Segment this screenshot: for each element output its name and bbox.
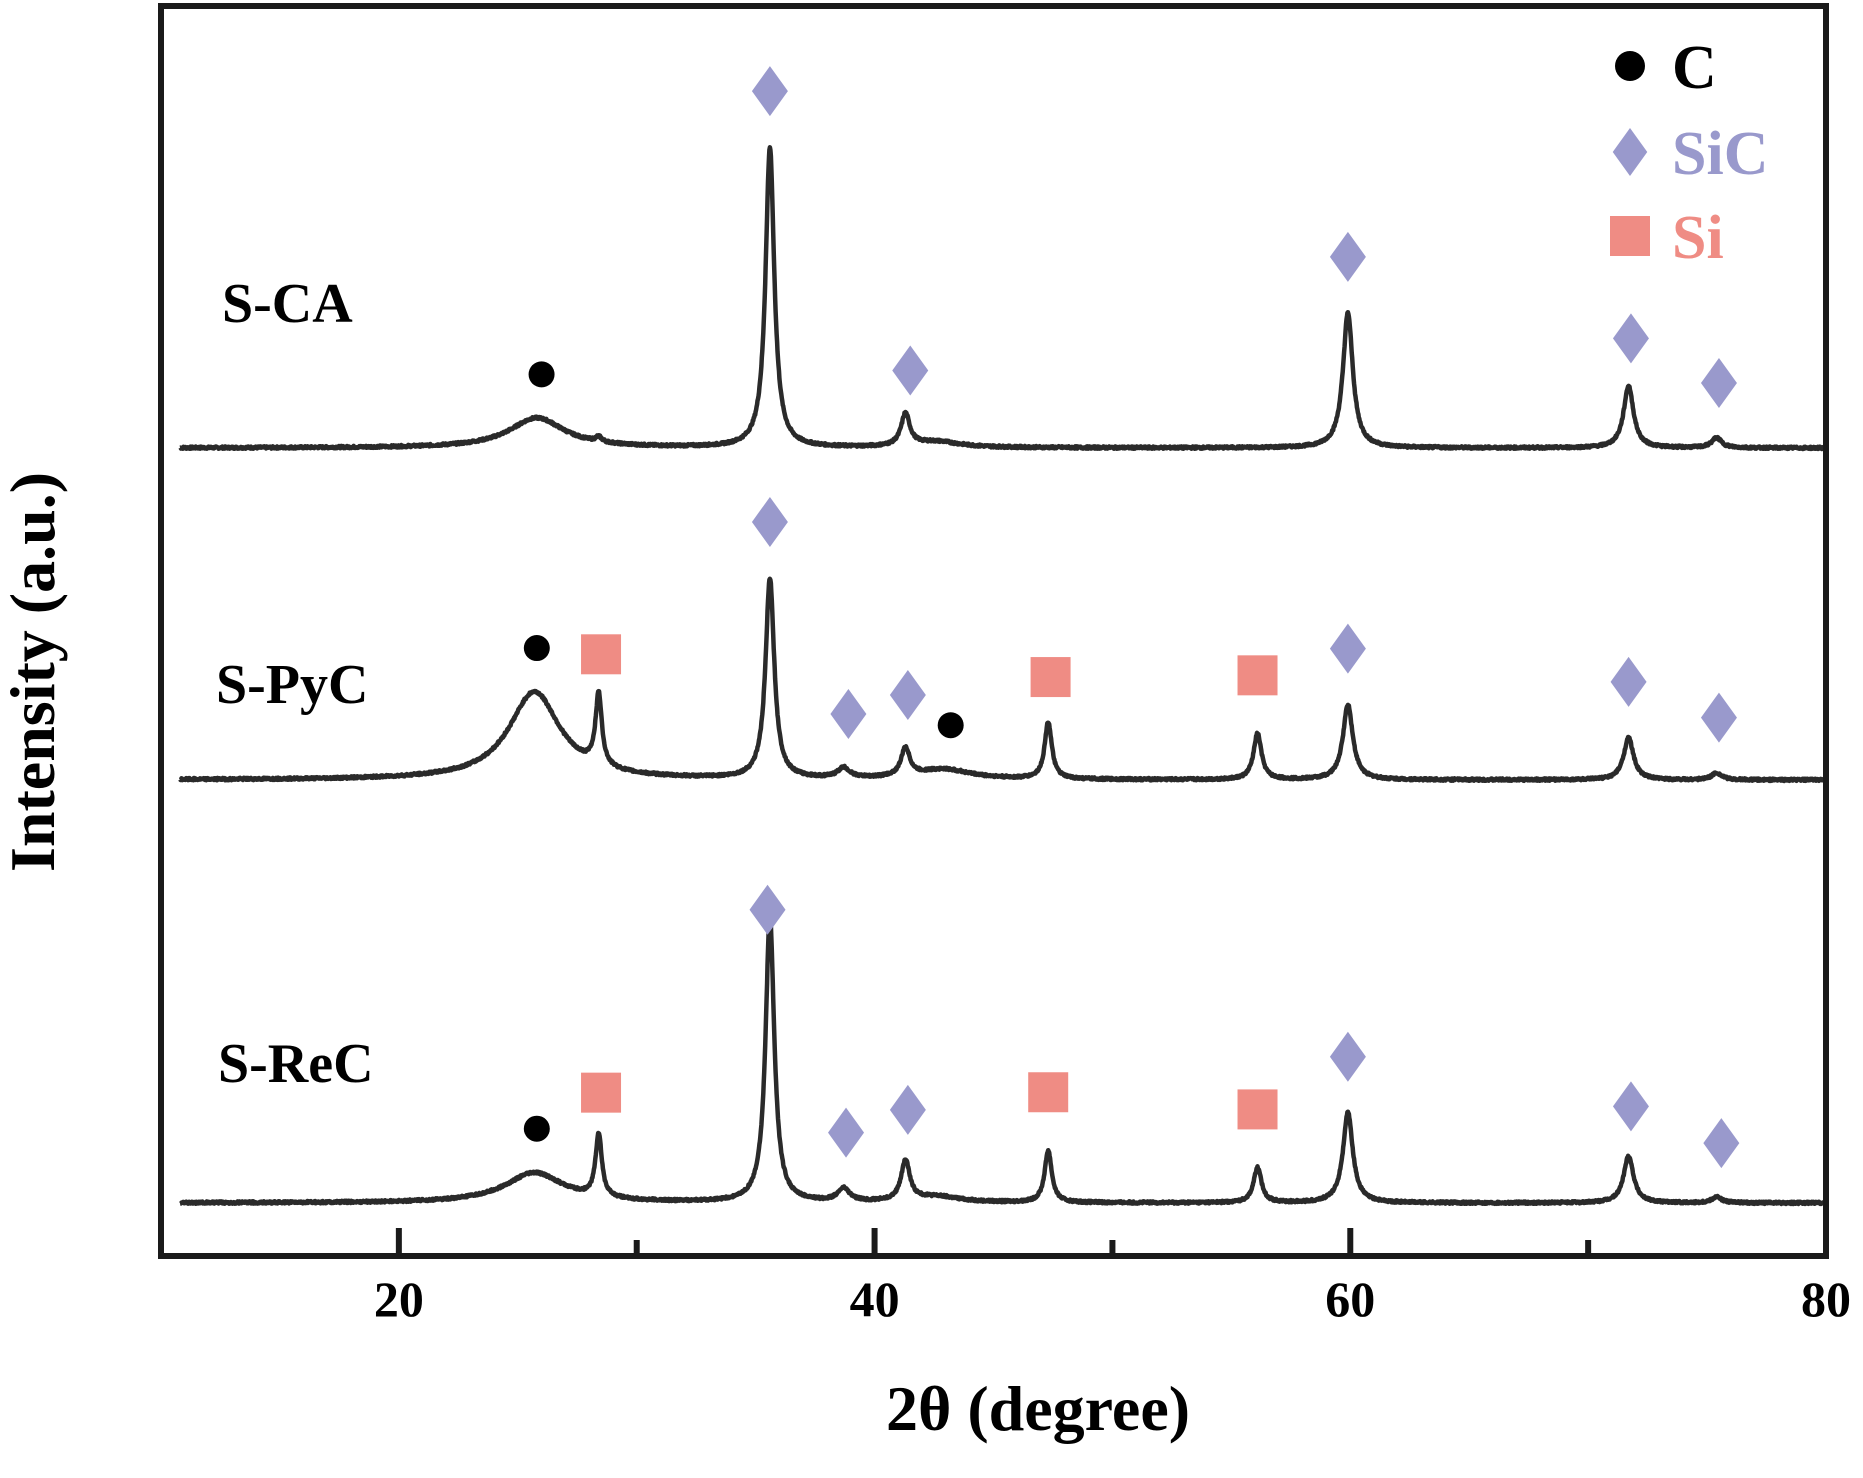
phase-marker-sic-s-pyc [1329, 623, 1366, 674]
plot-frame [158, 3, 1829, 1259]
phase-marker-sic-s-rec [889, 1084, 926, 1135]
phase-marker-c-s-pyc [937, 712, 964, 739]
legend-marker-si [1610, 216, 1650, 256]
x-axis-ticks [395, 1228, 1829, 1256]
phase-marker-sic-s-pyc [1700, 692, 1737, 743]
pattern-line-s-pyc [178, 576, 1828, 784]
phase-marker-sic-s-pyc [1610, 656, 1647, 707]
phase-marker-c-s-rec [523, 1115, 550, 1142]
phase-marker-sic-s-pyc [830, 688, 867, 739]
sample-label-s-rec: S-ReC [218, 1033, 374, 1095]
y-axis-title: Intensity (a.u.) [0, 472, 68, 872]
legend-label-c: C [1672, 34, 1717, 102]
phase-marker-sic-s-rec [1612, 1081, 1649, 1132]
x-axis-title: 2θ (degree) [886, 1373, 1190, 1444]
phase-marker-sic-s-rec [828, 1107, 865, 1158]
sample-labels: S-CA S-PyC S-ReC [216, 273, 374, 1095]
x-tick-label-80: 80 [1801, 1271, 1851, 1327]
pattern-line-s-rec [178, 915, 1828, 1207]
phase-marker-c-s-ca [528, 361, 555, 388]
phase-marker-sic-s-ca [892, 345, 929, 396]
phase-marker-sic-s-rec [1703, 1118, 1740, 1169]
phase-marker-sic-s-rec [1329, 1031, 1366, 1082]
legend-label-si: Si [1672, 204, 1724, 272]
x-tick-label-20: 20 [374, 1271, 424, 1327]
phase-marker-si-s-rec [581, 1072, 622, 1113]
phase-marker-sic-s-ca [751, 66, 788, 117]
phase-marker-si-s-pyc [1237, 655, 1278, 696]
sample-label-s-pyc: S-PyC [216, 654, 368, 716]
phase-marker-si-s-pyc [581, 634, 622, 675]
phase-marker-sic-s-ca [1612, 313, 1649, 364]
phase-marker-c-s-pyc [523, 635, 550, 662]
phase-marker-sic-s-ca [1329, 231, 1366, 282]
x-tick-label-60: 60 [1325, 1271, 1375, 1327]
x-axis-tick-labels: 20 40 60 80 [374, 1271, 1851, 1327]
pattern-curves [178, 145, 1829, 1207]
x-tick-label-40: 40 [850, 1271, 900, 1327]
pattern-line-s-ca [178, 145, 1829, 452]
phase-marker-si-s-pyc [1030, 657, 1071, 698]
phase-marker-sic-s-ca [1700, 358, 1737, 409]
legend-label-sic: SiC [1672, 120, 1768, 188]
sample-label-s-ca: S-CA [222, 273, 353, 335]
phase-marker-si-s-rec [1237, 1089, 1278, 1130]
legend-marker-sic [1612, 128, 1648, 176]
legend-marker-c [1615, 51, 1645, 81]
phase-marker-sic-s-pyc [889, 670, 926, 721]
phase-marker-sic-s-rec [749, 884, 786, 935]
phase-markers [523, 66, 1740, 1169]
legend: C SiC Si [1610, 34, 1768, 272]
phase-marker-sic-s-pyc [751, 496, 788, 547]
phase-marker-si-s-rec [1028, 1072, 1069, 1113]
